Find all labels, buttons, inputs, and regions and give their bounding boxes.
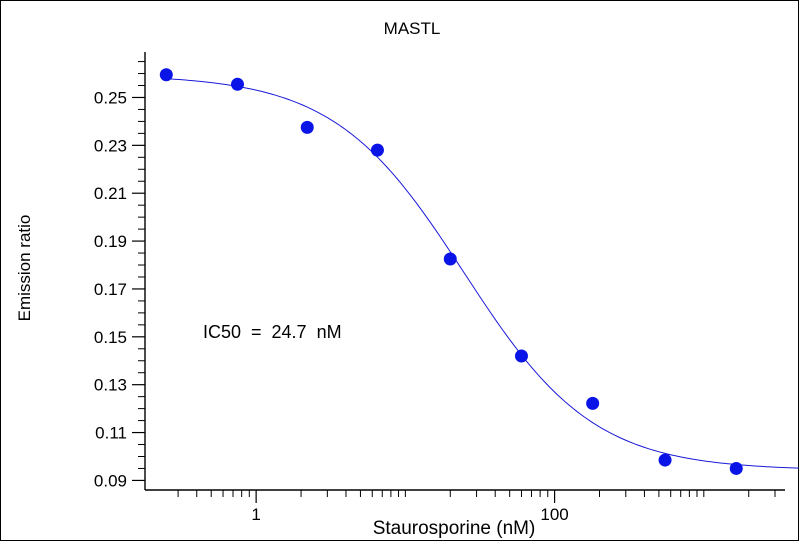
y-tick-label: 0.11 (95, 424, 127, 443)
y-axis-label: Emission ratio (15, 215, 34, 322)
ic50-annotation: IC50 = 24.7 nM (203, 322, 342, 342)
data-point (370, 143, 384, 157)
fit-curve (166, 78, 799, 469)
y-tick-label: 0.25 (94, 88, 127, 107)
data-point (729, 461, 743, 475)
y-tick-label: 0.09 (94, 471, 127, 490)
y-tick-label: 0.23 (94, 136, 127, 155)
y-tick-label: 0.15 (94, 328, 127, 347)
y-tick-label: 0.17 (94, 280, 127, 299)
data-point (159, 68, 173, 82)
y-tick-label: 0.21 (94, 184, 127, 203)
x-axis: 1 100 (145, 489, 785, 524)
data-point (514, 349, 528, 363)
y-tick-label: 0.19 (94, 232, 127, 251)
y-axis: 0.09 0.11 0.13 0.15 0.17 0.19 0.21 0.23 0.25 (94, 52, 146, 490)
y-ticks: 0.09 0.11 0.13 0.15 0.17 0.19 0.21 0.23 0.25 (94, 61, 145, 490)
chart-title: MASTL (384, 19, 441, 38)
data-points (159, 68, 743, 475)
data-point (443, 252, 457, 266)
x-tick-label: 100 (540, 505, 568, 524)
data-point (586, 396, 600, 410)
y-tick-label: 0.13 (94, 376, 127, 395)
data-point (230, 77, 244, 91)
x-tick-label: 1 (251, 505, 260, 524)
x-axis-label: Staurosporine (nM) (373, 518, 536, 539)
x-ticks: 1 100 (177, 490, 776, 524)
data-point (658, 453, 672, 467)
data-point (300, 120, 314, 134)
